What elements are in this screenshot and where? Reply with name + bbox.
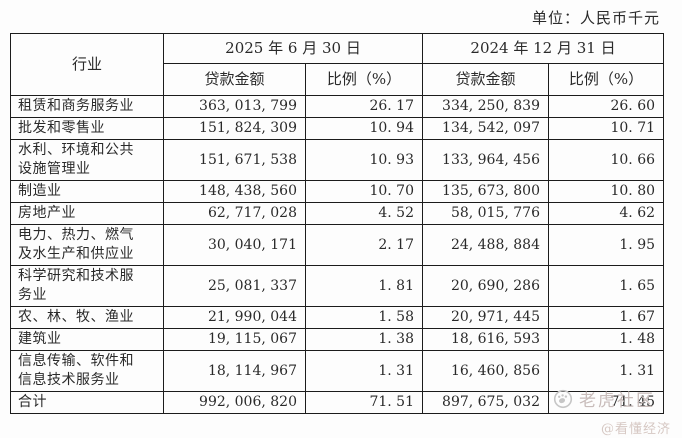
- amount-2024-cell: 133, 964, 456: [422, 139, 549, 181]
- amount-2024-cell: 20, 971, 445: [422, 306, 549, 329]
- industry-cell: 水利、环境和公共 设施管理业: [10, 139, 164, 181]
- amount-2024-cell: 135, 673, 800: [422, 180, 549, 203]
- ratio-2025-cell: 10. 94: [305, 117, 423, 140]
- ratio-2025-cell: 71. 51: [305, 391, 423, 414]
- industry-cell: 信息传输、软件和 信息技术服务业: [10, 350, 164, 392]
- industry-cell: 租赁和商务服务业: [10, 95, 164, 118]
- ratio-2025-cell: 1. 38: [305, 328, 423, 351]
- col-header-period-2024: 2024 年 12 月 31 日: [421, 33, 665, 64]
- ratio-2024-cell: 4. 62: [547, 202, 665, 225]
- table-row: 制造业 148, 438, 560 10. 70 135, 673, 800 1…: [10, 180, 665, 203]
- amount-2024-cell: 897, 675, 032: [422, 391, 549, 414]
- amount-2025-cell: 25, 081, 337: [163, 265, 306, 307]
- ratio-2024-cell: 10. 66: [547, 139, 665, 181]
- industry-cell: 批发和零售业: [10, 117, 164, 140]
- amount-2024-cell: 334, 250, 839: [422, 95, 549, 118]
- ratio-2025-cell: 1. 31: [305, 350, 423, 392]
- table-row: 信息传输、软件和 信息技术服务业 18, 114, 967 1. 31 16, …: [10, 350, 665, 392]
- amount-2025-cell: 992, 006, 820: [163, 391, 306, 414]
- col-header-ratio-2024: 比例（%）: [547, 63, 665, 96]
- amount-2025-cell: 18, 114, 967: [163, 350, 306, 392]
- ratio-2024-cell: 10. 71: [547, 117, 665, 140]
- amount-2024-cell: 20, 690, 286: [422, 265, 549, 307]
- table-header-row-measures: 贷款金额 比例（%） 贷款金额 比例（%）: [11, 63, 665, 96]
- ratio-2025-cell: 10. 93: [305, 139, 423, 181]
- col-header-period-2025: 2025 年 6 月 30 日: [163, 33, 423, 64]
- amount-2024-cell: 134, 542, 097: [422, 117, 549, 140]
- col-header-amount-2025: 贷款金额: [163, 63, 306, 96]
- total-label-cell: 合计: [10, 391, 164, 414]
- ratio-2025-cell: 1. 58: [305, 306, 423, 329]
- industry-cell: 科学研究和技术服 务业: [10, 265, 164, 307]
- ratio-2025-cell: 1. 81: [305, 265, 423, 307]
- table-row: 电力、热力、燃气 及水生产和供应业 30, 040, 171 2. 17 24,…: [10, 224, 665, 266]
- table-row: 农、林、牧、渔业 21, 990, 044 1. 58 20, 971, 445…: [10, 306, 665, 329]
- table-header-row-periods: 行业 2025 年 6 月 30 日 2024 年 12 月 31 日: [10, 33, 665, 96]
- ratio-2025-cell: 2. 17: [305, 224, 423, 266]
- ratio-2024-cell: 1. 67: [547, 306, 665, 329]
- col-header-amount-2024: 贷款金额: [422, 63, 549, 96]
- industry-cell: 房地产业: [10, 202, 164, 225]
- ratio-2025-cell: 4. 52: [305, 202, 423, 225]
- ratio-2024-cell: 1. 65: [547, 265, 665, 307]
- unit-label: 单位：人民币千元: [531, 9, 660, 27]
- ratio-2025-cell: 10. 70: [305, 180, 423, 203]
- amount-2025-cell: 62, 717, 028: [163, 202, 306, 225]
- industry-cell: 电力、热力、燃气 及水生产和供应业: [10, 224, 164, 266]
- amount-2025-cell: 151, 824, 309: [163, 117, 306, 140]
- industry-cell: 农、林、牧、渔业: [10, 306, 164, 329]
- table-row: 水利、环境和公共 设施管理业 151, 671, 538 10. 93 133,…: [10, 139, 665, 181]
- industry-loan-table: 行业 2025 年 6 月 30 日 2024 年 12 月 31 日 贷款金额…: [10, 33, 665, 414]
- ratio-2025-cell: 26. 17: [305, 95, 423, 118]
- ratio-2024-cell: 10. 80: [547, 180, 665, 203]
- ratio-2024-cell: 1. 31: [547, 350, 665, 392]
- watermark-handle-text: @看懂经济: [601, 422, 672, 437]
- col-header-industry: 行业: [10, 33, 164, 96]
- amount-2024-cell: 24, 488, 884: [422, 224, 549, 266]
- amount-2025-cell: 363, 013, 799: [163, 95, 306, 118]
- amount-2025-cell: 30, 040, 171: [163, 224, 306, 266]
- col-header-ratio-2025: 比例（%）: [305, 63, 423, 96]
- table-row-total: 合计 992, 006, 820 71. 51 897, 675, 032 71…: [10, 391, 665, 414]
- amount-2024-cell: 18, 616, 593: [422, 328, 549, 351]
- table-row: 租赁和商务服务业 363, 013, 799 26. 17 334, 250, …: [10, 95, 665, 118]
- table-row: 批发和零售业 151, 824, 309 10. 94 134, 542, 09…: [10, 117, 665, 140]
- amount-2024-cell: 16, 460, 856: [422, 350, 549, 392]
- table-row: 科学研究和技术服 务业 25, 081, 337 1. 81 20, 690, …: [10, 265, 665, 307]
- amount-2024-cell: 58, 015, 776: [422, 202, 549, 225]
- ratio-2024-cell: 1. 48: [547, 328, 665, 351]
- table-row: 房地产业 62, 717, 028 4. 52 58, 015, 776 4. …: [10, 202, 665, 225]
- ratio-2024-cell: 71. 45: [547, 391, 665, 414]
- industry-cell: 制造业: [10, 180, 164, 203]
- amount-2025-cell: 21, 990, 044: [163, 306, 306, 329]
- amount-2025-cell: 19, 115, 067: [163, 328, 306, 351]
- ratio-2024-cell: 26. 60: [547, 95, 665, 118]
- ratio-2024-cell: 1. 95: [547, 224, 665, 266]
- amount-2025-cell: 148, 438, 560: [163, 180, 306, 203]
- amount-2025-cell: 151, 671, 538: [163, 139, 306, 181]
- table-row: 建筑业 19, 115, 067 1. 38 18, 616, 593 1. 4…: [10, 328, 665, 351]
- industry-cell: 建筑业: [10, 328, 164, 351]
